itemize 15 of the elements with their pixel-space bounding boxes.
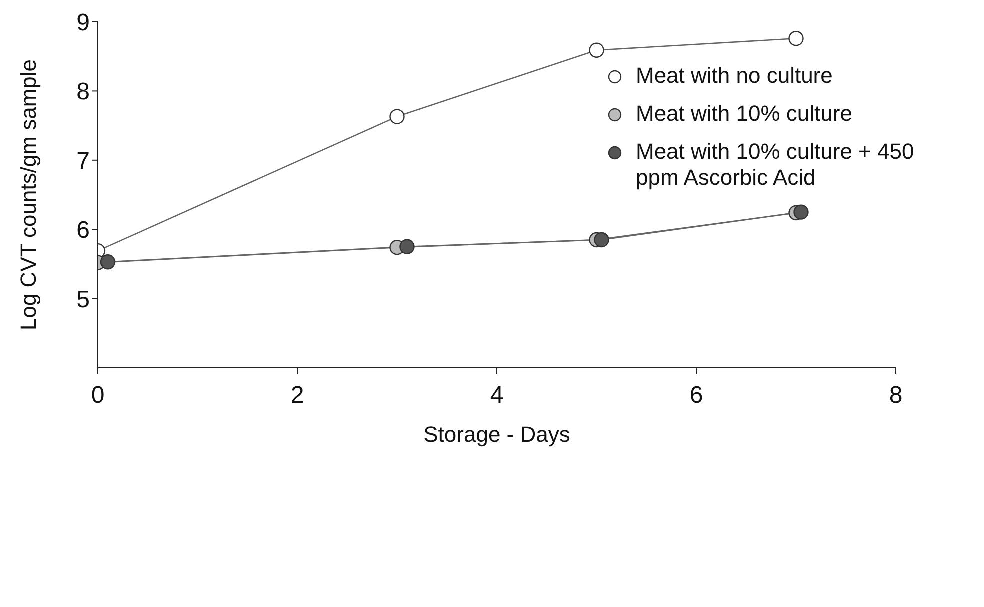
x-tick-label: 8 (889, 382, 903, 410)
legend-label: Meat with 10% culture + 450 ppm Ascorbic Acid (636, 139, 916, 191)
y-axis-title: Log CVT counts/gm sample (16, 59, 41, 331)
legend-label: Meat with no culture (636, 63, 833, 89)
legend-label: Meat with 10% culture (636, 101, 852, 127)
x-tick-label: 0 (91, 382, 105, 410)
x-tick-label: 4 (490, 382, 504, 410)
x-axis-title: Storage - Days (424, 422, 570, 447)
x-tick-label: 2 (290, 382, 304, 410)
y-tick-label: 7 (76, 148, 90, 175)
y-tick-label: 8 (76, 78, 90, 106)
y-tick-label: 5 (76, 286, 90, 314)
y-tick-label: 9 (76, 10, 90, 37)
y-tick-label: 6 (76, 217, 90, 244)
x-tick-label: 6 (690, 382, 704, 410)
